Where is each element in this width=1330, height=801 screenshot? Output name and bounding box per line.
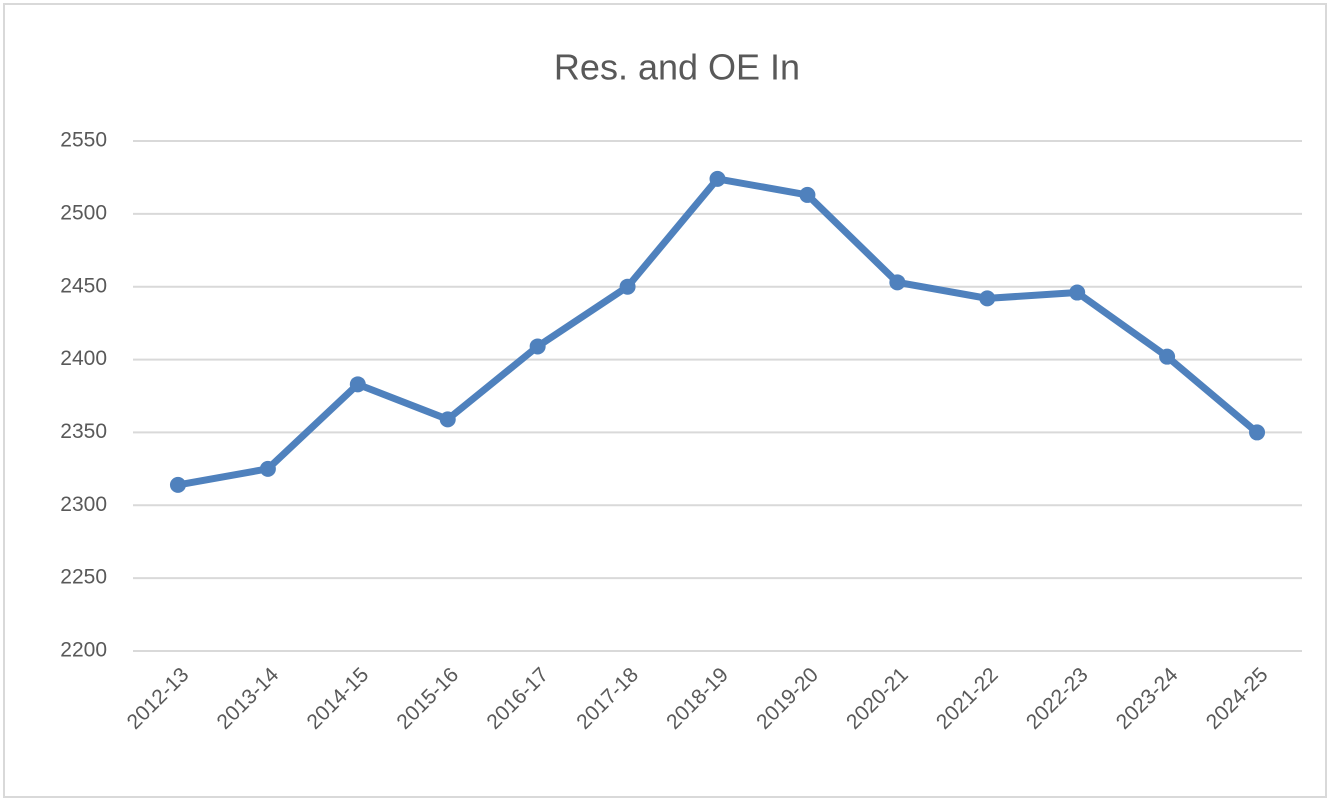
marker	[709, 170, 726, 187]
y-tick-label: 2500	[60, 201, 107, 224]
marker	[259, 460, 276, 477]
marker	[799, 186, 816, 203]
y-tick-label: 2550	[60, 129, 107, 152]
y-tick-label: 2200	[60, 639, 107, 662]
marker	[439, 411, 456, 428]
marker	[529, 338, 546, 355]
chart-frame	[3, 3, 1327, 798]
marker	[979, 290, 996, 307]
y-tick-label: 2450	[60, 274, 107, 297]
y-tick-label: 2400	[60, 347, 107, 370]
marker	[889, 274, 906, 291]
marker	[619, 278, 636, 295]
y-tick-label: 2300	[60, 493, 107, 516]
chart-title: Res. and OE In	[554, 47, 800, 88]
marker	[349, 376, 366, 393]
marker	[1159, 348, 1176, 365]
y-tick-label: 2350	[60, 420, 107, 443]
marker	[1069, 284, 1086, 301]
marker	[1249, 424, 1266, 441]
marker	[169, 476, 186, 493]
y-tick-label: 2250	[60, 566, 107, 589]
